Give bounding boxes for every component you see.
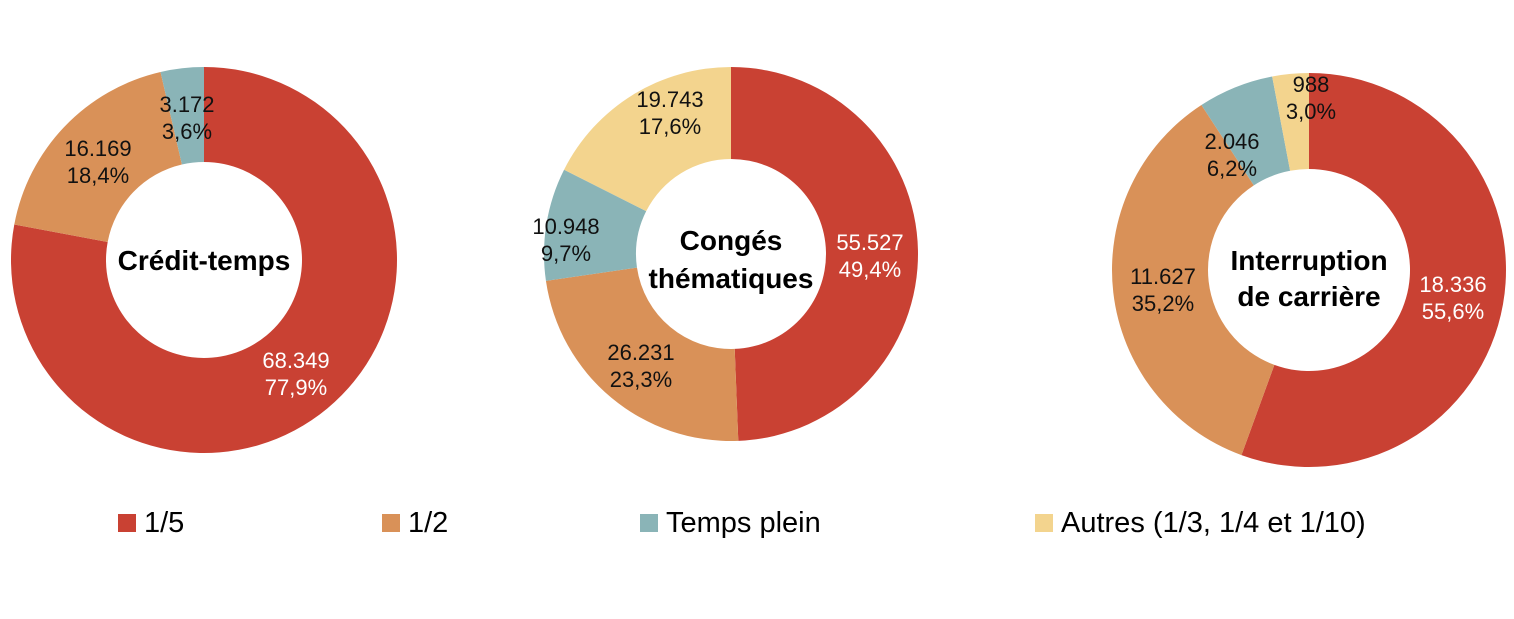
value-label-2-autres-1-3-1-4-et-1-10: 19.743 (636, 87, 703, 112)
percent-label-2-temps-plein: 9,7% (541, 241, 591, 266)
chart-title-2-line-1: Congés (680, 225, 783, 256)
chart-title-1-line-1: Crédit-temps (118, 245, 291, 276)
slice-1-1-5 (10, 67, 397, 453)
value-label-2-1-5: 55.527 (836, 230, 903, 255)
chart-title-2-line-2: thématiques (649, 263, 814, 294)
value-label-3-autres-1-3-1-4-et-1-10: 988 (1293, 72, 1330, 97)
value-label-3-temps-plein: 2.046 (1204, 129, 1259, 154)
chart-title-3-line-1: Interruption (1230, 245, 1387, 276)
legend-item-1-5: 1/5 (118, 503, 184, 543)
value-label-2-temps-plein: 10.948 (532, 214, 599, 239)
value-label-3-1-5: 18.336 (1419, 272, 1486, 297)
value-label-1-1-2: 16.169 (64, 136, 131, 161)
value-label-1-1-5: 68.349 (262, 348, 329, 373)
legend-swatch-autres (1035, 514, 1053, 532)
legend-swatch-1-5 (118, 514, 136, 532)
percent-label-3-1-5: 55,6% (1422, 299, 1484, 324)
legend-item-autres: Autres (1/3, 1/4 et 1/10) (1035, 503, 1366, 543)
slice-2-temps-plein (543, 169, 647, 281)
slice-2-1-5 (731, 67, 919, 441)
percent-label-3-1-2: 35,2% (1132, 291, 1194, 316)
legend-item-1-2: 1/2 (382, 503, 448, 543)
slice-3-1-2 (1111, 104, 1275, 456)
percent-label-3-autres-1-3-1-4-et-1-10: 3,0% (1286, 99, 1336, 124)
percent-label-2-1-5: 49,4% (839, 257, 901, 282)
legend-swatch-temps-plein (640, 514, 658, 532)
percent-label-1-temps-plein: 3,6% (162, 119, 212, 144)
legend-label-1-2: 1/2 (408, 506, 449, 539)
value-label-1-temps-plein: 3.172 (159, 92, 214, 117)
slice-2-autres-1-3-1-4-et-1-10 (564, 67, 731, 212)
slice-3-1-5 (1241, 73, 1506, 467)
slice-2-1-2 (545, 267, 739, 441)
legend-swatch-1-2 (382, 514, 400, 532)
slice-1-1-2 (14, 71, 182, 242)
percent-label-2-1-2: 23,3% (610, 367, 672, 392)
percent-label-1-1-5: 77,9% (265, 375, 327, 400)
value-label-3-1-2: 11.627 (1130, 264, 1196, 289)
chart-title-3-line-2: de carrière (1237, 281, 1380, 312)
legend-label-1-5: 1/5 (144, 506, 185, 539)
value-label-2-1-2: 26.231 (607, 340, 674, 365)
legend-label-autres: Autres (1/3, 1/4 et 1/10) (1061, 506, 1366, 539)
percent-label-3-temps-plein: 6,2% (1207, 156, 1257, 181)
slice-3-temps-plein (1201, 76, 1291, 186)
slice-3-autres-1-3-1-4-et-1-10 (1272, 73, 1309, 171)
percent-label-1-1-2: 18,4% (67, 163, 129, 188)
percent-label-2-autres-1-3-1-4-et-1-10: 17,6% (639, 114, 701, 139)
legend-label-temps-plein: Temps plein (666, 506, 821, 539)
legend-item-temps-plein: Temps plein (640, 503, 821, 543)
slice-1-temps-plein (160, 67, 204, 165)
